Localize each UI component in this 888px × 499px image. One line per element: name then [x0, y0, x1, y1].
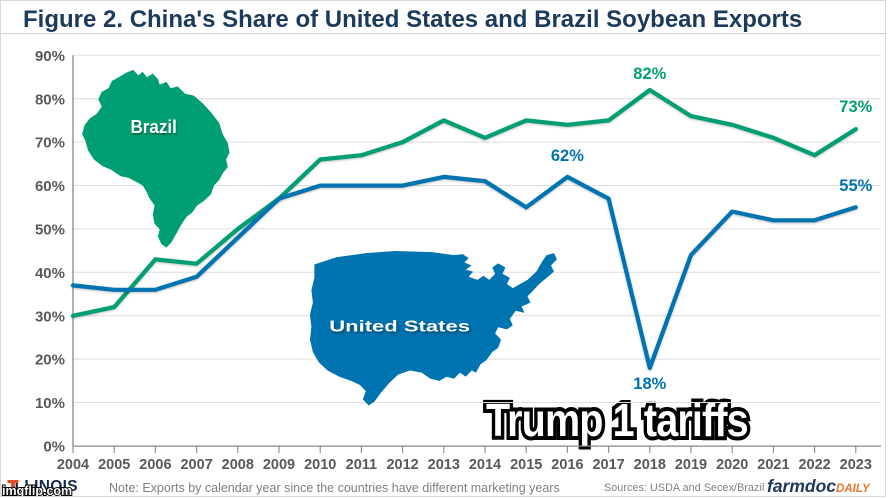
svg-text:2007: 2007	[180, 457, 212, 473]
svg-text:90%: 90%	[35, 48, 65, 65]
svg-text:2022: 2022	[798, 457, 830, 473]
svg-text:2013: 2013	[428, 457, 460, 473]
svg-text:82%: 82%	[633, 65, 666, 83]
svg-text:2004: 2004	[57, 457, 89, 473]
svg-text:2005: 2005	[98, 457, 130, 473]
svg-text:2023: 2023	[840, 457, 872, 473]
svg-text:United States: United States	[329, 318, 470, 335]
svg-text:2009: 2009	[263, 457, 295, 473]
svg-text:20%: 20%	[35, 352, 65, 369]
svg-text:2015: 2015	[510, 457, 542, 473]
svg-text:2019: 2019	[675, 457, 707, 473]
svg-text:Brazil: Brazil	[130, 117, 176, 138]
svg-text:30%: 30%	[35, 308, 65, 325]
svg-text:73%: 73%	[839, 98, 872, 116]
svg-text:70%: 70%	[35, 135, 65, 152]
svg-text:2017: 2017	[592, 457, 624, 473]
svg-text:2018: 2018	[634, 457, 666, 473]
svg-text:62%: 62%	[551, 147, 584, 165]
svg-text:2014: 2014	[469, 457, 501, 473]
svg-text:60%: 60%	[35, 178, 65, 195]
svg-text:2012: 2012	[386, 457, 418, 473]
svg-text:55%: 55%	[839, 177, 872, 195]
svg-text:0%: 0%	[43, 439, 65, 456]
svg-text:2016: 2016	[551, 457, 583, 473]
svg-text:2020: 2020	[716, 457, 748, 473]
svg-text:18%: 18%	[633, 375, 666, 393]
svg-text:2021: 2021	[757, 457, 789, 473]
svg-text:50%: 50%	[35, 222, 65, 239]
svg-text:80%: 80%	[35, 91, 65, 108]
svg-text:10%: 10%	[35, 395, 65, 412]
svg-text:2010: 2010	[304, 457, 336, 473]
svg-text:40%: 40%	[35, 265, 65, 282]
svg-text:2008: 2008	[222, 457, 254, 473]
svg-text:2006: 2006	[139, 457, 171, 473]
svg-text:2011: 2011	[346, 457, 377, 473]
